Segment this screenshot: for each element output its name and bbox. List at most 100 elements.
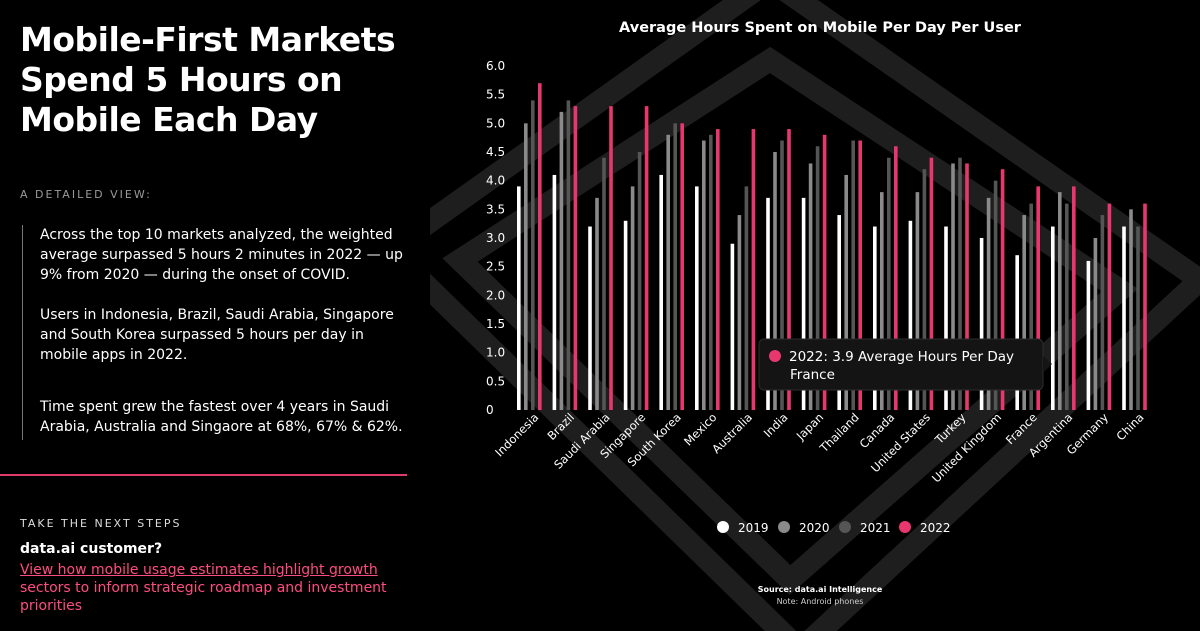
legend-swatch-2022	[899, 521, 911, 533]
y-tick-label: 4.0	[486, 174, 505, 188]
bar-2020[interactable]	[773, 152, 777, 410]
bar-2019[interactable]	[837, 215, 841, 410]
legend-label-2022: 2022	[920, 521, 951, 535]
legend: 2019 2020 2021 2022	[717, 521, 951, 535]
chart-title: Average Hours Spent on Mobile Per Day Pe…	[619, 20, 1022, 36]
bar-2022[interactable]	[573, 106, 578, 410]
y-axis: 0 0.5 1.0 1.5 2.0 2.5 3.0 3.5 4.0 4.5 5.0 5.5 6.0	[486, 59, 505, 417]
bar-2021[interactable]	[922, 169, 927, 410]
bar-2020[interactable]	[524, 123, 528, 410]
bar-2022[interactable]	[716, 129, 720, 411]
bar-2020[interactable]	[595, 197, 599, 410]
bar-2019[interactable]	[944, 226, 948, 410]
bar-2020[interactable]	[1058, 192, 1062, 410]
x-tick-label: China	[1113, 410, 1146, 443]
bar-2020[interactable]	[808, 163, 813, 410]
bar-2021[interactable]	[1065, 203, 1069, 410]
bar-2021[interactable]	[637, 152, 642, 410]
bar-2022[interactable]	[644, 106, 649, 410]
y-tick-label: 3.0	[486, 231, 505, 245]
bar-2019[interactable]	[1086, 260, 1091, 410]
bar-2021[interactable]	[566, 100, 571, 411]
bar-2022[interactable]	[1000, 169, 1005, 410]
bar-2019[interactable]	[623, 220, 628, 410]
bar-2021[interactable]	[744, 186, 749, 410]
bar-2020[interactable]	[737, 215, 742, 410]
bar-2021[interactable]	[1100, 215, 1105, 410]
bar-2019[interactable]	[695, 186, 699, 410]
bar-2022[interactable]	[787, 129, 791, 411]
bar-2019[interactable]	[873, 226, 877, 410]
bar-2021[interactable]	[851, 140, 855, 411]
legend-swatch-2019	[717, 521, 729, 533]
cta-link-rest[interactable]: sectors to inform strategic roadmap and …	[20, 580, 387, 614]
legend-swatch-2021	[839, 521, 851, 533]
y-tick-label: 1.0	[486, 346, 505, 360]
bar-2021[interactable]	[673, 123, 677, 410]
paragraph-3: Time spent grew the fastest over 4 years…	[40, 399, 403, 435]
bar-2021[interactable]	[958, 157, 962, 410]
y-tick-label: 3.5	[486, 202, 505, 216]
bar-2019[interactable]	[730, 243, 735, 410]
bar-2020[interactable]	[1129, 209, 1133, 410]
bar-2022[interactable]	[822, 134, 827, 411]
bar-2020[interactable]	[915, 192, 920, 410]
bar-2022[interactable]	[751, 129, 756, 411]
bar-2020[interactable]	[880, 192, 884, 410]
bar-2020[interactable]	[844, 174, 848, 410]
bar-2021[interactable]	[1136, 226, 1140, 410]
bar-2022[interactable]	[1143, 203, 1147, 410]
next-steps-heading: TAKE THE NEXT STEPS	[20, 517, 182, 530]
bar-2022[interactable]	[680, 123, 684, 410]
bar-2022[interactable]	[1036, 186, 1040, 410]
page-title: Mobile-First Markets Spend 5 Hours on Mo…	[20, 20, 396, 139]
bar-2020[interactable]	[1022, 215, 1026, 410]
bar-2020[interactable]	[559, 111, 564, 410]
x-tick-label: Japan	[793, 410, 826, 443]
bar-2021[interactable]	[531, 100, 535, 411]
bar-2019[interactable]	[908, 220, 913, 410]
bar-2020[interactable]	[666, 134, 670, 411]
y-tick-label: 5.0	[486, 116, 505, 130]
bar-2020[interactable]	[630, 186, 635, 410]
bar-2019[interactable]	[552, 174, 557, 410]
bar-2022[interactable]	[858, 140, 862, 411]
bar-2021[interactable]	[1029, 203, 1033, 410]
bar-2022[interactable]	[965, 163, 969, 410]
bar-2020[interactable]	[951, 163, 955, 410]
bar-chart: Average Hours Spent on Mobile Per Day Pe…	[430, 0, 1200, 631]
bar-2019[interactable]	[1015, 255, 1019, 410]
paragraph-1: Across the top 10 markets analyzed, the …	[40, 227, 403, 283]
bar-2019[interactable]	[766, 197, 770, 410]
bar-2020[interactable]	[986, 197, 991, 410]
bar-2021[interactable]	[815, 146, 820, 410]
cta-link-text[interactable]: View how mobile usage estimates highligh…	[20, 562, 378, 578]
paragraph-2: Users in Indonesia, Brazil, Saudi Arabia…	[40, 307, 394, 363]
bar-2021[interactable]	[993, 180, 998, 410]
bar-2021[interactable]	[780, 140, 784, 411]
bar-2022[interactable]	[1072, 186, 1076, 410]
bar-2019[interactable]	[979, 238, 984, 410]
customer-label: data.ai customer?	[20, 541, 163, 557]
bar-2019[interactable]	[1051, 226, 1055, 410]
bar-2022[interactable]	[609, 106, 613, 410]
bar-2022[interactable]	[894, 146, 898, 410]
detail-text-block: Across the top 10 markets analyzed, the …	[22, 225, 408, 440]
bar-2022[interactable]	[538, 83, 542, 410]
left-panel: Mobile-First Markets Spend 5 Hours on Mo…	[0, 0, 410, 631]
bar-2019[interactable]	[517, 186, 521, 410]
bar-2019[interactable]	[588, 226, 592, 410]
bar-2020[interactable]	[702, 140, 706, 411]
bar-2019[interactable]	[659, 174, 663, 410]
bar-2021[interactable]	[887, 157, 891, 410]
bar-2022[interactable]	[1107, 203, 1112, 410]
bar-2019[interactable]	[801, 197, 806, 410]
cta-link[interactable]: View how mobile usage estimates highligh…	[20, 561, 410, 615]
legend-label-2020: 2020	[799, 521, 830, 535]
bar-2019[interactable]	[1122, 226, 1126, 410]
bar-2020[interactable]	[1093, 238, 1098, 410]
bar-2021[interactable]	[709, 134, 713, 411]
bar-2022[interactable]	[929, 157, 934, 410]
bar-2021[interactable]	[602, 157, 606, 410]
y-tick-label: 0	[486, 403, 494, 417]
